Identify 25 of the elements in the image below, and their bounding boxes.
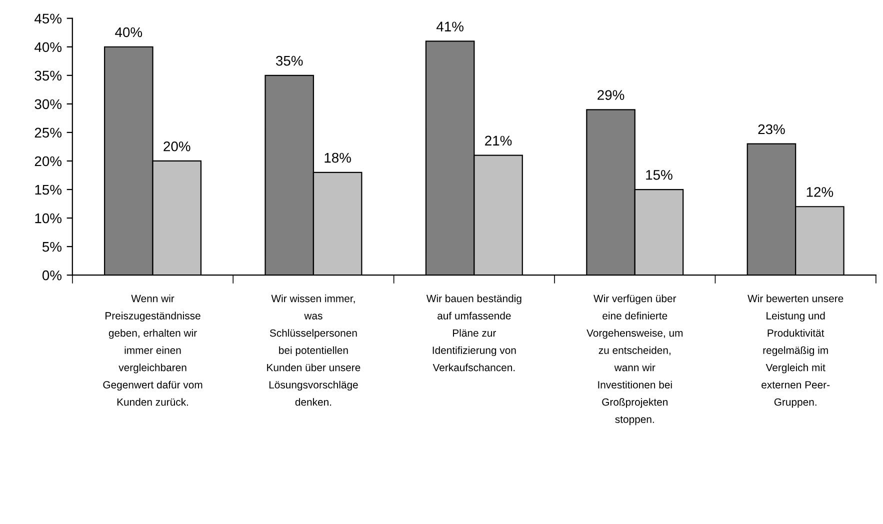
y-tick-label: 5% [42, 242, 62, 252]
data-label: 18% [324, 152, 351, 163]
data-label: 21% [485, 136, 512, 146]
y-tick-label: 20% [34, 156, 62, 166]
x-tick-label: Wir bewerten unsere Leistung und Produktivität regelmäßig im Vergleich mit externen Peer- Gruppen. [748, 294, 844, 408]
data-label: 40% [115, 27, 142, 38]
y-tick-label: 40% [34, 42, 62, 52]
x-tick-label: Wir bauen beständig auf umfassende Pläne zur Identifizierung von Verkaufschancen. [426, 294, 522, 372]
x-tick-label: Wenn wir Preiszugeständnisse geben, erhalten wir immer einen vergleichbaren Gegenwert dafür vom Kunden zurück. [103, 294, 202, 406]
data-label: 29% [598, 90, 624, 100]
y-tick-label: 45% [34, 14, 62, 24]
data-label: 41% [436, 22, 464, 32]
data-label: 12% [806, 187, 834, 197]
data-label: 20% [164, 141, 190, 152]
data-label: 23% [758, 124, 785, 134]
y-tick-label: 15% [35, 184, 62, 195]
y-tick-label: 0% [42, 270, 62, 280]
y-tick-label: 30% [34, 99, 62, 110]
y-tick-label: 35% [34, 70, 62, 81]
data-label: 35% [276, 56, 303, 66]
x-tick-label: Wir verfügen über eine definierte Vorgehensweise, um zu entscheiden, wann wir Investitionen bei Großprojekten stoppen. [586, 294, 683, 426]
y-tick-label: 10% [35, 213, 62, 224]
y-tick-label: 25% [34, 128, 62, 138]
x-tick-label: Wir wissen immer, was Schlüsselpersonen bei potentiellen Kunden über unsere Lösungsvorschläge denken. [267, 294, 360, 406]
data-label: 15% [646, 170, 672, 180]
